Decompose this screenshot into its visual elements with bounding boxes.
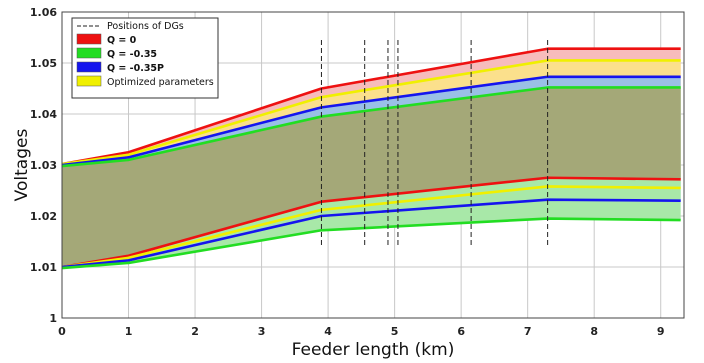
dg-position-lines — [320, 40, 549, 247]
x-tick-label: 4 — [324, 325, 332, 338]
legend-swatch — [76, 61, 102, 73]
legend-label: Q = -0.35P — [107, 63, 164, 74]
legend-label: Optimized parameters — [107, 77, 214, 88]
x-axis-ticks: 0 1 2 3 4 5 6 7 8 9 — [58, 325, 664, 338]
voltage-bands — [62, 48, 681, 269]
x-tick-label: 6 — [457, 325, 465, 338]
x-tick-label: 9 — [657, 325, 665, 338]
line-lower-q-0-35 — [61, 217, 681, 270]
legend-swatch — [76, 75, 102, 87]
y-axis-label: Voltages — [12, 129, 32, 202]
band-overlap — [62, 87, 681, 267]
x-tick-label: 3 — [258, 325, 266, 338]
x-tick-label: 7 — [524, 325, 532, 338]
y-tick-label: 1.01 — [30, 261, 57, 274]
y-tick-label: 1.05 — [30, 57, 57, 70]
x-tick-label: 2 — [191, 325, 199, 338]
x-tick-label: 8 — [590, 325, 598, 338]
y-tick-label: 1.03 — [30, 159, 57, 172]
y-axis-ticks: 1 1.01 1.02 1.03 1.04 1.05 1.06 — [30, 6, 57, 325]
legend: Positions of DGs Q = 0 Q = -0.35 Q = -0.35P… — [71, 17, 219, 99]
line-lower-q-0-35p — [61, 198, 681, 269]
legend-label: Q = 0 — [107, 35, 137, 46]
legend-swatch — [76, 33, 102, 45]
plot-frame — [61, 11, 685, 319]
plot-area — [61, 11, 685, 319]
y-tick-label: 1.04 — [30, 108, 57, 121]
y-tick-label: 1.06 — [30, 6, 57, 19]
x-tick-label: 1 — [125, 325, 133, 338]
y-tick-label: 1 — [49, 312, 57, 325]
x-tick-label: 5 — [391, 325, 399, 338]
x-axis-label: Feeder length (km) — [292, 340, 455, 360]
y-tick-label: 1.02 — [30, 210, 57, 223]
legend-swatch — [76, 47, 102, 59]
legend-label: Q = -0.35 — [107, 49, 157, 60]
legend-dg-label: Positions of DGs — [107, 21, 184, 32]
x-tick-label: 0 — [58, 325, 66, 338]
